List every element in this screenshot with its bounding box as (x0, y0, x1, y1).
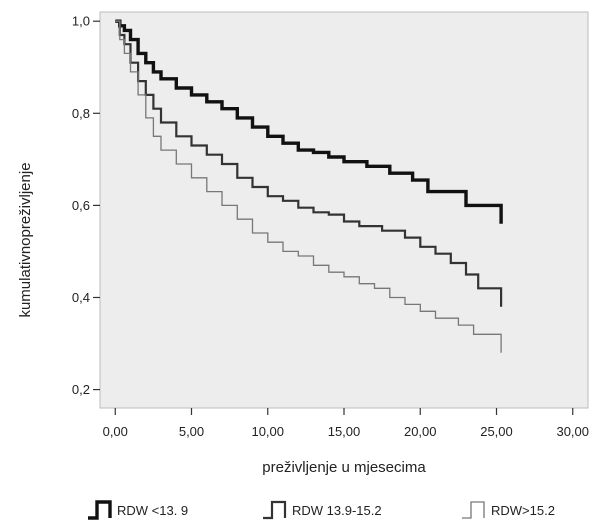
legend-swatch (462, 501, 485, 519)
legend-label: RDW <13. 9 (117, 503, 188, 518)
legend-label: RDW>15.2 (491, 503, 555, 518)
plot-area (99, 11, 589, 409)
x-axis: 0,00 5,00 10,00 15,00 20,00 25,00 30,00 (103, 408, 589, 439)
legend-swatch (88, 500, 112, 520)
legend-label: RDW 13.9-15.2 (292, 503, 382, 518)
y-tick-label: 0,4 (72, 290, 90, 305)
x-tick-label: 5,00 (179, 424, 204, 439)
survival-curves (115, 19, 503, 353)
survival-curve-1 (115, 19, 503, 224)
y-axis: 0,2 0,4 0,6 0,8 1,0 (72, 14, 100, 397)
x-axis-title: preživljenje u mjesecima (262, 459, 426, 476)
y-tick-label: 0,6 (72, 198, 90, 213)
x-tick-label: 30,00 (556, 424, 589, 439)
x-tick-label: 15,00 (328, 424, 361, 439)
x-tick-label: 10,00 (251, 424, 284, 439)
survival-curve-2 (115, 20, 503, 307)
legend-swatch (263, 500, 287, 520)
y-tick-label: 1,0 (72, 14, 90, 29)
y-tick-label: 0,8 (72, 106, 90, 121)
y-axis-title: kumulativnopreživljenje (17, 162, 34, 317)
legend: RDW <13. 9 RDW 13.9-15.2 RDW>15.2 (88, 500, 555, 520)
y-tick-label: 0,2 (72, 382, 90, 397)
x-tick-label: 20,00 (404, 424, 437, 439)
survival-curve-3 (115, 20, 502, 353)
x-tick-label: 25,00 (480, 424, 513, 439)
x-tick-label: 0,00 (103, 424, 128, 439)
